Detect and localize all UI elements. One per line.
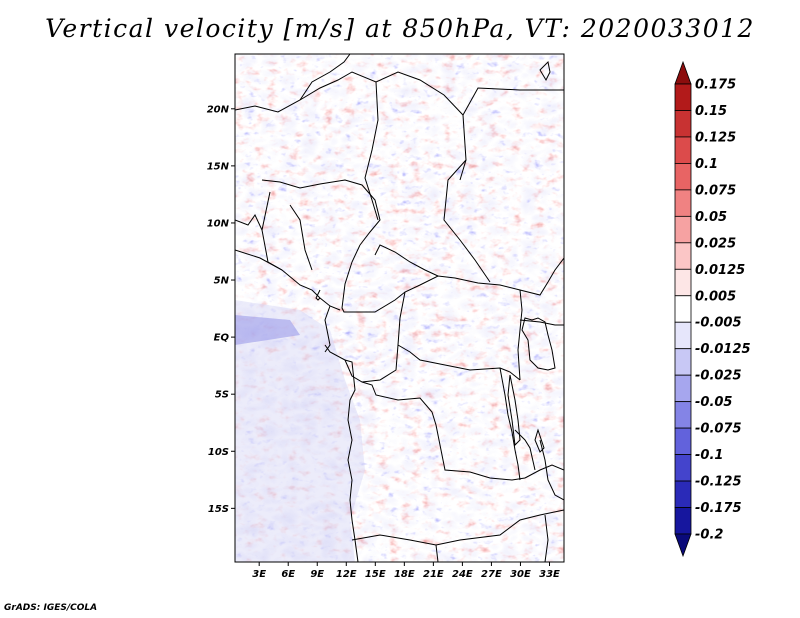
colorbar-swatch xyxy=(674,60,692,85)
lon-tick-label: 30E xyxy=(510,569,531,580)
lon-tick-label: 3E xyxy=(252,569,266,580)
lat-tick-label: 5N xyxy=(214,276,230,287)
colorbar-label: -0.175 xyxy=(695,501,742,516)
axis-labels: 20N 15N 10N 5N EQ 5S 10S 15S 3E 6E 9E 12E 15E 18E 21E 2… xyxy=(207,104,560,580)
lat-tick-label: 20N xyxy=(207,104,230,115)
colorbar-swatch xyxy=(674,295,692,323)
colorbar-swatch xyxy=(674,321,692,350)
lon-tick-label: 18E xyxy=(394,569,415,580)
colorbar-label: 0.175 xyxy=(695,78,736,93)
lon-tick-label: 21E xyxy=(423,569,444,580)
colorbar-label: 0.125 xyxy=(695,130,736,145)
lon-tick-label: 12E xyxy=(336,569,357,580)
colorbar-label: 0.005 xyxy=(695,289,736,304)
colorbar-swatch xyxy=(674,427,692,455)
colorbar-swatch xyxy=(674,480,692,508)
colorbar-swatch xyxy=(674,374,692,403)
colorbar-swatch xyxy=(674,242,692,270)
colorbar-swatch xyxy=(674,401,692,429)
colorbar-swatch xyxy=(674,136,692,164)
colorbar-label: -0.005 xyxy=(695,316,742,331)
footer-credit: GrADS: IGES/COLA xyxy=(4,603,98,613)
lon-tick-label: 9E xyxy=(310,569,324,580)
colorbar-label: -0.0125 xyxy=(695,342,751,357)
lat-tick-label: EQ xyxy=(214,333,230,344)
country-boundaries xyxy=(235,54,564,562)
lon-tick-label: 6E xyxy=(281,569,295,580)
colorbar-label: 0.0125 xyxy=(695,263,745,278)
colorbar-label: 0.075 xyxy=(695,183,736,198)
lon-tick-label: 24E xyxy=(452,569,473,580)
colorbar-label: -0.125 xyxy=(695,475,742,490)
lon-tick-label: 27E xyxy=(481,569,502,580)
map-frame xyxy=(234,53,565,563)
colorbar-label: -0.1 xyxy=(695,448,723,463)
colorbar-swatch xyxy=(674,163,692,191)
lat-tick-label: 15S xyxy=(208,504,229,515)
colorbar-label: 0.1 xyxy=(695,157,718,172)
lon-tick-label: 33E xyxy=(539,569,560,580)
colorbar-swatch xyxy=(674,215,692,244)
lat-tick-label: 5S xyxy=(215,390,229,401)
lat-tick-label: 15N xyxy=(207,161,230,172)
colorbar-label: -0.05 xyxy=(695,395,732,410)
colorbar-swatch xyxy=(674,110,692,138)
colorbar-label: -0.025 xyxy=(695,369,742,384)
colorbar-swatch xyxy=(674,454,692,482)
map-title: Vertical velocity [m/s] at 850hPa, VT: 2… xyxy=(45,14,755,43)
lon-tick-label: 15E xyxy=(365,569,386,580)
velocity-field xyxy=(235,54,564,562)
colorbar-label: -0.2 xyxy=(695,528,723,543)
colorbar-label: 0.15 xyxy=(695,104,727,119)
colorbar-label: 0.05 xyxy=(695,210,727,225)
colorbar-swatch xyxy=(674,507,692,535)
lat-tick-label: 10N xyxy=(207,218,230,229)
colorbar-swatch xyxy=(674,533,692,558)
colorbar-label: -0.075 xyxy=(695,422,742,437)
lat-tick-label: 10S xyxy=(208,447,229,458)
colorbar-swatch xyxy=(674,268,692,297)
colorbar-swatch xyxy=(674,83,692,111)
colorbar-label: 0.025 xyxy=(695,236,736,251)
colorbar-swatch xyxy=(674,348,692,376)
colorbar-swatch xyxy=(674,189,692,217)
colorbar: 0.175 0.15 0.125 0.1 0.075 0.05 0.025 0.0125 0.0… xyxy=(674,60,751,558)
